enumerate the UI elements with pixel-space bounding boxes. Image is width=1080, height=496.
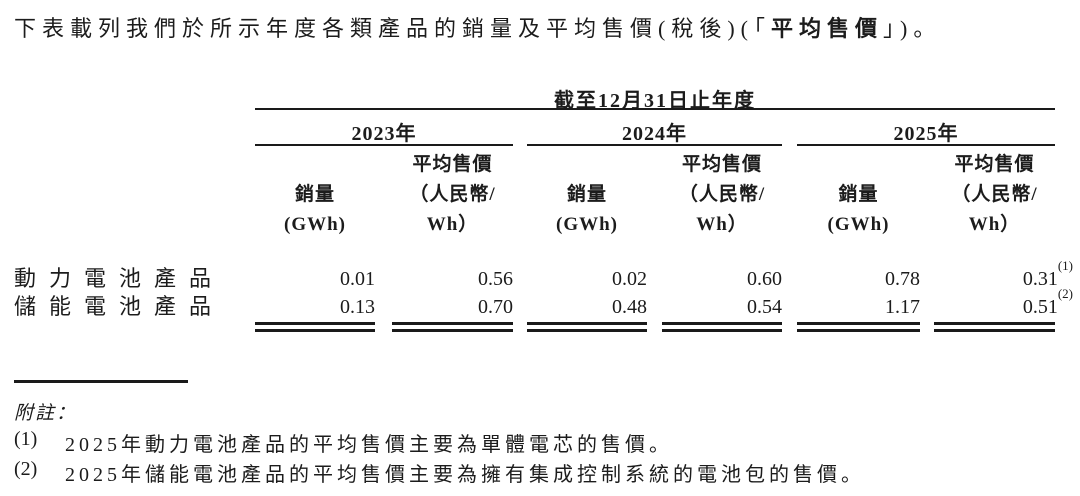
footnote-ref-1: (1)	[1057, 258, 1073, 274]
cell-power-volume-2024: 0.02	[612, 268, 647, 290]
footnote-2-text: 2025年儲能電池產品的平均售價主要為擁有集成控制系統的電池包的售價。	[65, 464, 865, 486]
col-header-volume-2024: 銷量	[566, 184, 607, 205]
cell-storage-asp-2023: 0.70	[478, 296, 513, 318]
total-double-rule	[934, 322, 1055, 332]
col-header-asp-unit-2024: Wh）	[696, 214, 748, 235]
footnotes-heading: 附註：	[14, 403, 78, 424]
total-double-rule	[662, 322, 782, 332]
col-header-asp-unit-2023: Wh）	[426, 214, 479, 235]
col-header-volume-unit-2024: (GWh)	[556, 214, 618, 235]
cell-power-asp-2025: 0.31(1)	[934, 259, 1073, 292]
intro-text-suffix: 」)。	[883, 16, 942, 41]
year-rule-2023	[255, 144, 513, 146]
row-label-storage-battery: 儲能電池產品	[14, 294, 225, 319]
col-header-asp-2023: 平均售價	[412, 154, 493, 175]
spanner-rule	[255, 108, 1055, 110]
intro-text-bold-term: 平均售價	[770, 16, 883, 41]
col-header-volume-2023: 銷量	[294, 184, 335, 205]
cell-storage-volume-2025: 1.17	[885, 296, 920, 318]
intro-text-prefix: 下表載列我們於所示年度各類產品的銷量及平均售價(稅後)(「	[14, 16, 771, 41]
year-header-2024: 2024年	[622, 123, 687, 145]
cell-power-asp-2023: 0.56	[478, 268, 513, 290]
col-header-asp-currency-2024: （人民幣/	[678, 184, 766, 205]
col-header-volume-unit-2025: (GWh)	[827, 214, 890, 235]
intro-paragraph: 下表載列我們於所示年度各類產品的銷量及平均售價(稅後)(「平均售價」)。	[14, 14, 1070, 44]
total-double-rule	[392, 322, 513, 332]
year-rule-2025	[797, 144, 1055, 146]
cell-storage-volume-2023: 0.13	[340, 296, 375, 318]
col-header-asp-unit-2025: Wh）	[968, 214, 1021, 235]
year-header-2025: 2025年	[893, 123, 959, 145]
table-spanner-header: 截至12月31日止年度	[554, 90, 756, 112]
footnote-ref-2: (2)	[1057, 286, 1073, 302]
cell-storage-volume-2024: 0.48	[612, 296, 647, 318]
total-double-rule	[527, 322, 647, 332]
cell-value: 0.51	[1022, 296, 1058, 318]
col-header-asp-2025: 平均售價	[954, 154, 1035, 175]
col-header-asp-2024: 平均售價	[681, 154, 762, 175]
col-header-volume-unit-2023: (GWh)	[284, 214, 346, 235]
col-header-asp-currency-2025: （人民幣/	[951, 184, 1038, 205]
year-header-2023: 2023年	[351, 123, 417, 145]
cell-value: 0.31	[1022, 268, 1058, 290]
footnote-2-marker: (2)	[14, 458, 38, 480]
cell-power-asp-2024: 0.60	[747, 268, 782, 290]
footnote-divider	[14, 380, 188, 383]
cell-power-volume-2023: 0.01	[340, 268, 375, 290]
footnote-1-text: 2025年動力電池產品的平均售價主要為單體電芯的售價。	[65, 434, 673, 456]
col-header-asp-currency-2023: （人民幣/	[409, 184, 496, 205]
cell-power-volume-2025: 0.78	[885, 268, 920, 290]
cell-storage-asp-2024: 0.54	[747, 296, 782, 318]
col-header-volume-2025: 銷量	[838, 184, 879, 205]
total-double-rule	[255, 322, 375, 332]
row-label-power-battery: 動力電池產品	[14, 266, 225, 291]
cell-storage-asp-2025: 0.51(2)	[934, 287, 1073, 320]
year-rule-2024	[527, 144, 782, 146]
total-double-rule	[797, 322, 920, 332]
footnote-1-marker: (1)	[14, 428, 38, 450]
